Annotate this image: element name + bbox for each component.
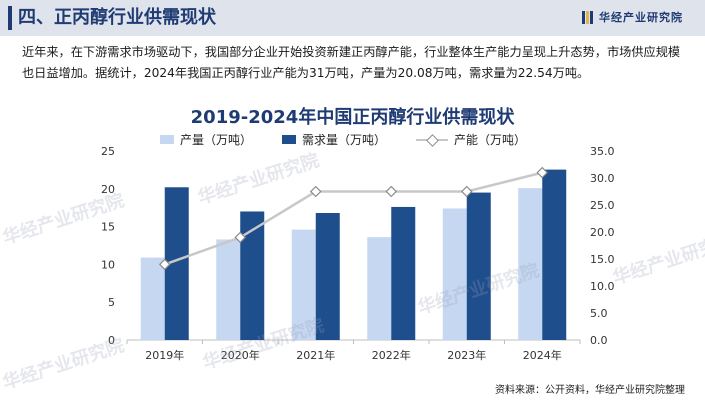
x-tick-label: 2021年 (296, 348, 335, 362)
x-tick-label: 2023年 (447, 348, 486, 362)
header-banner: 四、正丙醇行业供需现状 华经产业研究院 (0, 0, 705, 36)
y-left-tick-label: 25 (101, 145, 115, 158)
bar-demand (315, 212, 340, 340)
header-accent-bar (8, 6, 12, 30)
bar-production (367, 237, 392, 340)
marker-capacity (234, 231, 247, 244)
bar-production (216, 239, 241, 340)
bar-production (291, 229, 316, 340)
legend-swatch-production (160, 135, 174, 144)
y-left-tick-label: 5 (108, 296, 115, 309)
y-right-tick-label: 5.0 (590, 307, 608, 320)
marker-capacity (158, 258, 171, 271)
y-right-tick-label: 10.0 (590, 280, 615, 293)
x-tick-label: 2024年 (523, 348, 562, 362)
legend-swatch-capacity (416, 135, 449, 145)
marker-capacity (460, 185, 473, 198)
x-tick-label: 2020年 (221, 348, 260, 362)
legend-label-production: 产量（万吨） (180, 133, 253, 147)
y-right-tick-label: 25.0 (590, 199, 615, 212)
brand-logo-icon (582, 10, 593, 24)
bar-demand (240, 211, 265, 340)
bar-production (140, 257, 165, 340)
chart-legend: 产量（万吨） 需求量（万吨） 产能（万吨） (160, 131, 526, 148)
bar-production (518, 188, 543, 340)
x-tick-label: 2019年 (145, 348, 184, 362)
brand: 华经产业研究院 (582, 9, 683, 25)
legend-item-capacity: 产能（万吨） (416, 131, 526, 148)
legend-item-demand: 需求量（万吨） (282, 131, 386, 148)
y-right-tick-label: 0.0 (590, 334, 608, 347)
brand-name: 华经产业研究院 (599, 11, 683, 24)
bar-demand (391, 206, 416, 340)
y-right-tick-label: 20.0 (590, 226, 615, 239)
y-left-tick-label: 15 (101, 221, 115, 234)
bar-demand (542, 169, 567, 340)
y-left-tick-label: 20 (101, 183, 115, 196)
legend-label-demand: 需求量（万吨） (302, 133, 387, 147)
legend-swatch-demand (282, 135, 297, 144)
legend-item-production: 产量（万吨） (160, 131, 252, 148)
y-right-tick-label: 30.0 (590, 172, 615, 185)
legend-label-capacity: 产能（万吨） (454, 133, 527, 147)
bar-demand (466, 192, 491, 340)
marker-capacity (536, 166, 549, 179)
y-right-tick-label: 15.0 (590, 253, 615, 266)
x-tick-label: 2022年 (372, 348, 411, 362)
y-left-tick-label: 10 (101, 258, 115, 271)
y-left-tick-label: 0 (108, 334, 115, 347)
page-title: 四、正丙醇行业供需现状 (18, 7, 216, 28)
source-note: 资料来源：公开资料，华经产业研究院整理 (495, 385, 685, 396)
marker-capacity (385, 185, 398, 198)
y-right-tick-label: 35.0 (590, 145, 615, 158)
marker-capacity (309, 185, 322, 198)
intro-paragraph: 近年来，在下游需求市场驱动下，我国部分企业开始投资新建正丙醇产能，行业整体生产能… (22, 45, 681, 80)
line-capacity (164, 171, 543, 266)
bar-production (442, 208, 467, 340)
chart-title: 2019-2024年中国正丙醇行业供需现状 (190, 107, 515, 128)
